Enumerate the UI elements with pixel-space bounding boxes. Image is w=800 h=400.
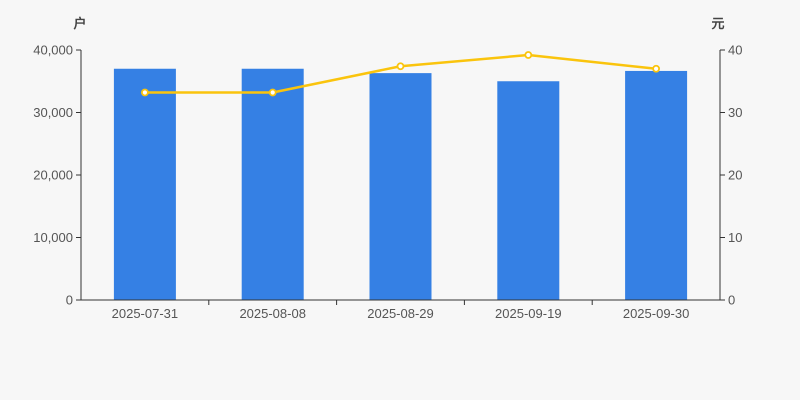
x-axis-label: 2025-09-30	[623, 306, 690, 321]
y-axis-left-tick-label: 40,000	[33, 43, 73, 58]
y-axis-right-tick-label: 30	[728, 105, 742, 120]
bar[interactable]	[369, 73, 432, 300]
bar[interactable]	[625, 70, 688, 300]
line-point[interactable]	[396, 62, 405, 71]
y-axis-left-tick-label: 30,000	[33, 105, 73, 120]
bar[interactable]	[113, 68, 176, 300]
y-axis-right-tick-label: 0	[728, 293, 735, 308]
y-axis-right-tick-label: 10	[728, 230, 742, 245]
x-axis-label: 2025-09-19	[495, 306, 562, 321]
bar[interactable]	[497, 81, 560, 300]
bar[interactable]	[241, 68, 304, 300]
x-axis-label: 2025-08-08	[239, 306, 306, 321]
line-point[interactable]	[140, 88, 149, 97]
line-point[interactable]	[524, 51, 533, 59]
y-axis-right-tick-label: 40	[728, 43, 742, 58]
left-axis-title: 户	[73, 16, 87, 31]
y-axis-left-tick-label: 10,000	[33, 230, 73, 245]
x-axis-label: 2025-08-29	[367, 306, 434, 321]
x-axis-label: 2025-07-31	[112, 306, 179, 321]
y-axis-right-tick-label: 20	[728, 168, 742, 183]
right-axis-title: 元	[711, 16, 725, 31]
y-axis-left-tick-label: 20,000	[33, 168, 73, 183]
line-point[interactable]	[268, 88, 277, 97]
line-point[interactable]	[652, 64, 660, 73]
y-axis-left-tick-label: 0	[66, 293, 73, 308]
